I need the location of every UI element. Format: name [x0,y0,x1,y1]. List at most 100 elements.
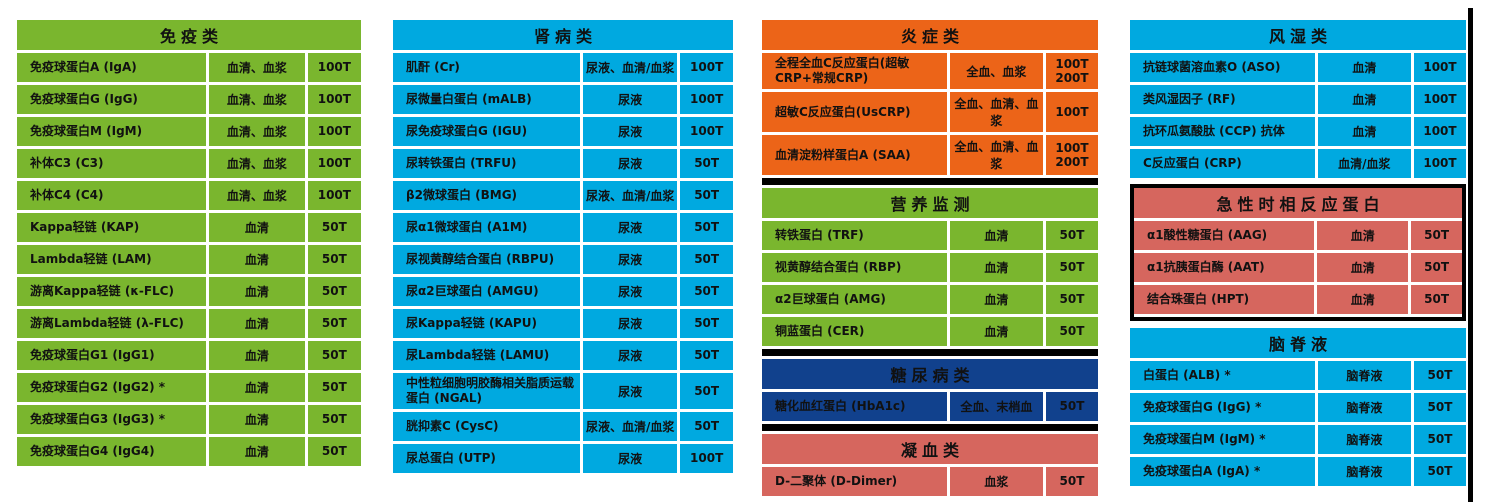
row-item-name: 糖化血红蛋白 (HbA1c) [762,392,947,421]
section-title-csf: 脑脊液 [1130,328,1466,358]
row-sample-type: 全血、末梢血 [949,392,1043,421]
row-test-count: 50T [307,341,361,370]
row-test-count: 50T [680,213,733,242]
table-row: Lambda轻链 (LAM) 血清 50T [17,245,361,274]
table-row: 免疫球蛋白G1 (IgG1) 血清 50T [17,341,361,370]
row-item-name: 肌酐 (Cr) [393,53,580,82]
table-kidney: 肾病类 肌酐 (Cr) 尿液、血清/血浆 100T 尿微量白蛋白 (mALB) 尿液 100… [393,20,733,473]
row-item-name: 免疫球蛋白G3 (IgG3) * [17,405,207,434]
table-row: 补体C4 (C4) 血清、血浆 100T [17,181,361,210]
row-sample-type: 血浆 [949,467,1043,496]
row-sample-type: 血清、血浆 [209,181,305,210]
table-acute-phase: 急性时相反应蛋白 α1酸性糖蛋白 (AAG) 血清 50T α1抗胰蛋白酶 (AAT) 血… [1134,188,1462,314]
row-test-count: 50T [1413,425,1466,454]
row-item-name: 尿免疫球蛋白G (IGU) [393,117,580,146]
table-row: 结合珠蛋白 (HPT) 血清 50T [1134,285,1462,314]
row-test-count: 50T [1045,392,1098,421]
right-edge-rule [1468,8,1473,502]
row-item-name: 胱抑素C (CysC) [393,412,580,441]
table-row: 糖化血红蛋白 (HbA1c) 全血、末梢血 50T [762,392,1098,421]
row-sample-type: 血清 [1317,53,1411,82]
row-item-name: 尿视黄醇结合蛋白 (RBPU) [393,245,580,274]
row-test-count: 50T [307,309,361,338]
row-test-count: 100T [307,53,361,82]
row-test-count: 50T [1413,393,1466,422]
row-item-name: Kappa轻链 (KAP) [17,213,207,242]
row-sample-type: 血清 [209,245,305,274]
section-title-immunity: 免疫类 [17,20,361,50]
row-item-name: 游离Lambda轻链 (λ-FLC) [17,309,207,338]
row-sample-type: 血清、血浆 [209,53,305,82]
row-test-count: 50T [1045,285,1098,314]
table-row: 全程全血C反应蛋白(超敏CRP+常规CRP) 全血、血浆 100T 200T [762,53,1098,89]
column-rheumatism-acutephase-csf: 风湿类 抗链球菌溶血素O (ASO) 血清 100T 类风湿因子 (RF) 血清 100T 抗… [1130,20,1466,489]
table-row: D-二聚体 (D-Dimer) 血浆 50T [762,467,1098,496]
row-test-count: 100T [680,444,733,473]
row-test-count: 100T [1413,117,1466,146]
row-item-name: 补体C3 (C3) [17,149,207,178]
row-item-name: 免疫球蛋白G1 (IgG1) [17,341,207,370]
row-test-count: 50T [307,213,361,242]
row-sample-type: 血清/血浆 [1317,149,1411,178]
row-sample-type: 脑脊液 [1317,361,1411,390]
row-sample-type: 血清 [209,213,305,242]
row-sample-type: 血清 [1317,85,1411,114]
row-item-name: 尿Lambda轻链 (LAMU) [393,341,580,370]
table-row: 视黄醇结合蛋白 (RBP) 血清 50T [762,253,1098,282]
table-row: 免疫球蛋白G (IgG) 血清、血浆 100T [17,85,361,114]
row-test-count: 50T [1411,221,1462,250]
column-kidney: 肾病类 肌酐 (Cr) 尿液、血清/血浆 100T 尿微量白蛋白 (mALB) 尿液 100… [393,20,733,476]
section-title-coagulation: 凝血类 [762,434,1098,464]
row-item-name: 免疫球蛋白A (IgA) * [1130,457,1315,486]
table-row: 类风湿因子 (RF) 血清 100T [1130,85,1466,114]
row-sample-type: 血清、血浆 [209,149,305,178]
table-coagulation: 凝血类 D-二聚体 (D-Dimer) 血浆 50T [762,434,1098,496]
row-test-count: 100T [307,117,361,146]
row-sample-type: 血清 [949,317,1043,346]
row-sample-type: 尿液、血清/血浆 [583,181,678,210]
row-item-name: α1酸性糖蛋白 (AAG) [1134,221,1315,250]
table-immunity: 免疫类 免疫球蛋白A (IgA) 血清、血浆 100T 免疫球蛋白G (IgG) 血清、血… [17,20,361,466]
row-sample-type: 尿液 [583,373,678,409]
table-row: C反应蛋白 (CRP) 血清/血浆 100T [1130,149,1466,178]
row-sample-type: 脑脊液 [1317,393,1411,422]
section-divider [762,349,1098,356]
row-sample-type: 血清、血浆 [209,85,305,114]
row-test-count: 100T [1413,149,1466,178]
row-test-count: 50T [307,437,361,466]
row-test-count: 50T [1413,361,1466,390]
row-test-count: 50T [680,181,733,210]
row-sample-type: 血清、血浆 [209,117,305,146]
table-row: 胱抑素C (CysC) 尿液、血清/血浆 50T [393,412,733,441]
table-row: 游离Lambda轻链 (λ-FLC) 血清 50T [17,309,361,338]
table-row: 铜蓝蛋白 (CER) 血清 50T [762,317,1098,346]
row-sample-type: 血清 [1317,221,1409,250]
row-item-name: 尿转铁蛋白 (TRFU) [393,149,580,178]
row-item-name: 尿Kappa轻链 (KAPU) [393,309,580,338]
row-item-name: 白蛋白 (ALB) * [1130,361,1315,390]
section-title-diabetes: 糖尿病类 [762,359,1098,389]
row-item-name: 尿总蛋白 (UTP) [393,444,580,473]
row-sample-type: 全血、血清、血浆 [949,92,1043,132]
row-test-count: 100T [680,85,733,114]
row-test-count: 100T [1413,85,1466,114]
row-item-name: 补体C4 (C4) [17,181,207,210]
row-sample-type: 血清 [209,277,305,306]
table-row: 游离Kappa轻链 (κ-FLC) 血清 50T [17,277,361,306]
row-item-name: 结合珠蛋白 (HPT) [1134,285,1315,314]
table-row: 补体C3 (C3) 血清、血浆 100T [17,149,361,178]
row-sample-type: 尿液 [583,85,678,114]
section-title-rheumatism: 风湿类 [1130,20,1466,50]
row-sample-type: 血清 [949,285,1043,314]
row-sample-type: 血清 [209,309,305,338]
table-row: 尿免疫球蛋白G (IGU) 尿液 100T [393,117,733,146]
row-sample-type: 尿液 [583,444,678,473]
row-test-count: 50T [680,373,733,409]
table-row: α1抗胰蛋白酶 (AAT) 血清 50T [1134,253,1462,282]
row-test-count: 100T [680,53,733,82]
section-divider [762,178,1098,185]
row-sample-type: 血清 [949,253,1043,282]
row-test-count: 50T [1045,467,1098,496]
table-inflammation: 炎症类 全程全血C反应蛋白(超敏CRP+常规CRP) 全血、血浆 100T 200T 超… [762,20,1098,175]
